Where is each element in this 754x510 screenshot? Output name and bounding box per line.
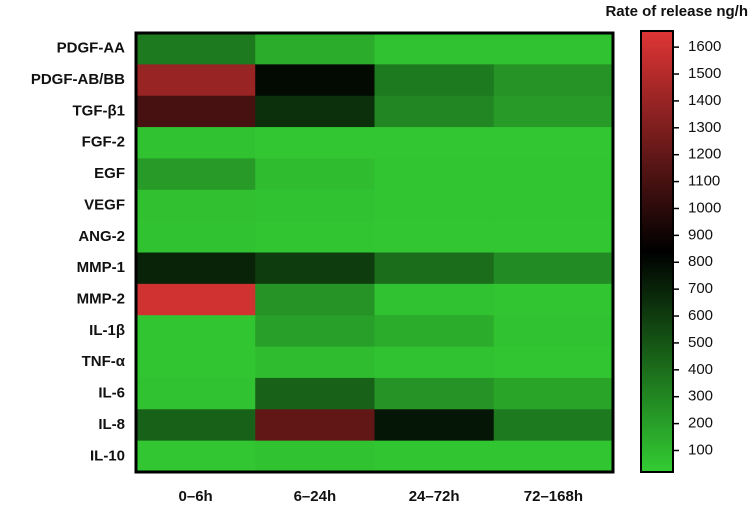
heat-cell — [374, 95, 495, 128]
heat-cell — [255, 95, 375, 128]
heat-cell — [493, 33, 614, 65]
heat-cell — [255, 127, 375, 159]
heat-cell — [493, 252, 614, 285]
heat-cell — [136, 440, 256, 473]
heat-cell — [255, 221, 375, 253]
column-label: 24–72h — [409, 488, 460, 505]
heat-cell — [493, 95, 614, 128]
heat-cell — [255, 158, 375, 191]
heat-cell — [136, 33, 256, 65]
row-label: VEGF — [84, 196, 125, 213]
colorbar-tick-label: 800 — [688, 253, 713, 270]
heat-cell — [136, 95, 256, 128]
heat-cell — [136, 158, 256, 191]
heat-cell — [493, 64, 614, 97]
heat-cell — [255, 409, 375, 442]
heat-cell — [136, 252, 256, 285]
heat-cell — [374, 221, 495, 253]
heat-cell — [255, 315, 375, 348]
heat-cell — [255, 346, 375, 379]
heat-cell — [136, 377, 256, 410]
colorbar-tick-label: 500 — [688, 334, 713, 351]
heat-cell — [136, 189, 256, 222]
colorbar-tick-label: 900 — [688, 226, 713, 243]
heat-cell — [374, 346, 495, 379]
heat-cell — [374, 440, 495, 473]
heat-cell — [136, 64, 256, 97]
colorbar-tick-label: 700 — [688, 280, 713, 297]
heat-cell — [374, 189, 495, 222]
row-label: IL-10 — [90, 447, 125, 464]
colorbar-tick-label: 1400 — [688, 92, 721, 109]
heat-cell — [255, 33, 375, 65]
row-label: PDGF-AB/BB — [31, 71, 125, 88]
colorbar-tick-label: 1200 — [688, 146, 721, 163]
heat-cell — [255, 283, 375, 316]
heat-cell — [374, 158, 495, 191]
heat-cell — [255, 252, 375, 285]
column-label: 72–168h — [524, 488, 583, 505]
colorbar-tick-label: 400 — [688, 361, 713, 378]
colorbar-tick-label: 300 — [688, 388, 713, 405]
colorbar — [640, 30, 674, 473]
row-label: IL-8 — [98, 416, 125, 433]
heat-cell — [255, 377, 375, 410]
heat-cell — [136, 283, 256, 316]
heat-cell — [493, 283, 614, 316]
heat-cell — [374, 377, 495, 410]
heat-cell — [493, 127, 614, 159]
colorbar-tick-label: 1000 — [688, 199, 721, 216]
colorbar-title: Rate of release ng/h — [605, 3, 748, 20]
heat-cell — [374, 64, 495, 97]
heat-cell — [255, 64, 375, 97]
heat-cell — [136, 315, 256, 348]
row-label: MMP-1 — [77, 259, 125, 276]
heat-cell — [493, 346, 614, 379]
row-label: ANG-2 — [78, 228, 125, 245]
colorbar-tick-label: 1100 — [688, 173, 720, 190]
heat-cell — [493, 440, 614, 473]
row-label: EGF — [94, 165, 125, 182]
colorbar-tick-label: 1300 — [688, 119, 721, 136]
heat-cell — [374, 283, 495, 316]
heat-cell — [493, 158, 614, 191]
heat-cell — [493, 315, 614, 348]
colorbar-tick-label: 1500 — [688, 65, 721, 82]
row-label: MMP-2 — [77, 291, 125, 308]
colorbar-tick-label: 1600 — [688, 38, 721, 55]
heat-cell — [374, 33, 495, 65]
row-label: TNF-α — [82, 353, 126, 370]
heat-cell — [136, 221, 256, 253]
heat-cell — [493, 189, 614, 222]
heat-cell — [136, 346, 256, 379]
heat-cell — [136, 127, 256, 159]
column-label: 6–24h — [294, 488, 337, 505]
heat-cell — [255, 189, 375, 222]
heat-cell — [136, 409, 256, 442]
row-label: PDGF-AA — [57, 40, 125, 57]
heat-cell — [493, 377, 614, 410]
colorbar-tick-label: 100 — [688, 441, 713, 458]
heat-cell — [374, 409, 495, 442]
column-label: 0–6h — [179, 488, 213, 505]
heat-cell — [374, 127, 495, 159]
colorbar-tick-label: 200 — [688, 415, 713, 432]
row-label: IL-1β — [89, 322, 125, 339]
heat-cell — [374, 252, 495, 285]
heatmap-border — [134, 31, 615, 474]
heat-cell — [493, 409, 614, 442]
colorbar-tick-label: 600 — [688, 307, 713, 324]
row-label: IL-6 — [98, 385, 125, 402]
heat-cell — [255, 440, 375, 473]
row-label: FGF-2 — [82, 134, 125, 151]
heat-cell — [374, 315, 495, 348]
heat-cell — [493, 221, 614, 253]
row-label: TGF-β1 — [73, 102, 126, 119]
